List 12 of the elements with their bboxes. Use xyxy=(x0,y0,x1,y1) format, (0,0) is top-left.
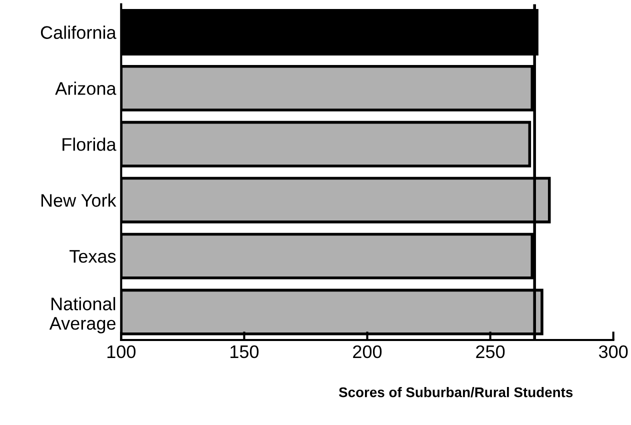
y-tick-label: National Average xyxy=(49,297,116,334)
x-axis-title: Scores of Suburban/Rural Students xyxy=(338,387,573,398)
y-tick-label: Arizona xyxy=(55,82,116,95)
x-tick-label: 150 xyxy=(230,345,259,358)
x-tick-label: 300 xyxy=(598,345,628,358)
x-tick-label: 200 xyxy=(353,345,382,358)
x-tick-label: 250 xyxy=(476,345,505,358)
y-tick-label: New York xyxy=(41,194,116,207)
y-tick-label: Texas xyxy=(70,250,116,263)
y-tick-label: California xyxy=(40,26,116,39)
y-tick-label: Florida xyxy=(62,138,116,151)
x-tick-label: 100 xyxy=(107,345,136,358)
